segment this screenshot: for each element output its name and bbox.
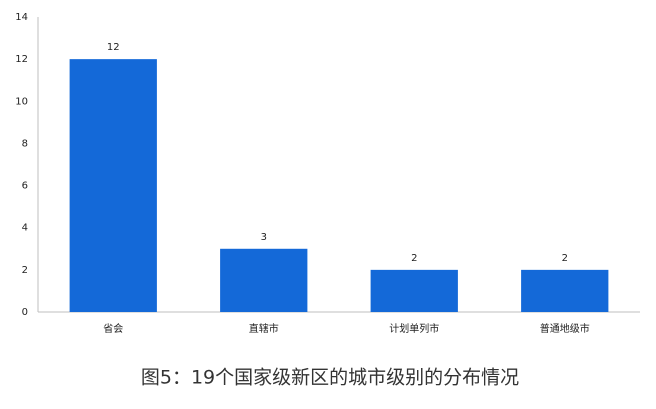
x-tick-label: 计划单列市 <box>389 322 439 335</box>
bar <box>220 248 308 312</box>
y-tick-label: 0 <box>22 307 28 318</box>
y-tick-label: 14 <box>15 12 28 23</box>
y-tick-label: 8 <box>22 138 28 149</box>
y-tick-label: 6 <box>22 181 28 192</box>
x-tick-label: 直辖市 <box>249 322 279 335</box>
data-label: 12 <box>107 42 120 53</box>
chart-title: 图5：19个国家级新区的城市级别的分布情况 <box>141 367 519 389</box>
y-tick-label: 4 <box>22 223 28 234</box>
bar <box>69 59 157 313</box>
data-label: 3 <box>261 232 267 243</box>
data-label: 2 <box>411 253 417 264</box>
bar <box>370 269 458 312</box>
bar <box>521 269 609 312</box>
data-label: 2 <box>562 253 568 264</box>
y-tick-label: 10 <box>15 96 28 107</box>
x-tick-label: 省会 <box>103 322 123 335</box>
y-tick-label: 2 <box>22 265 28 276</box>
x-tick-label: 普通地级市 <box>540 322 590 335</box>
y-tick-label: 12 <box>15 54 28 65</box>
